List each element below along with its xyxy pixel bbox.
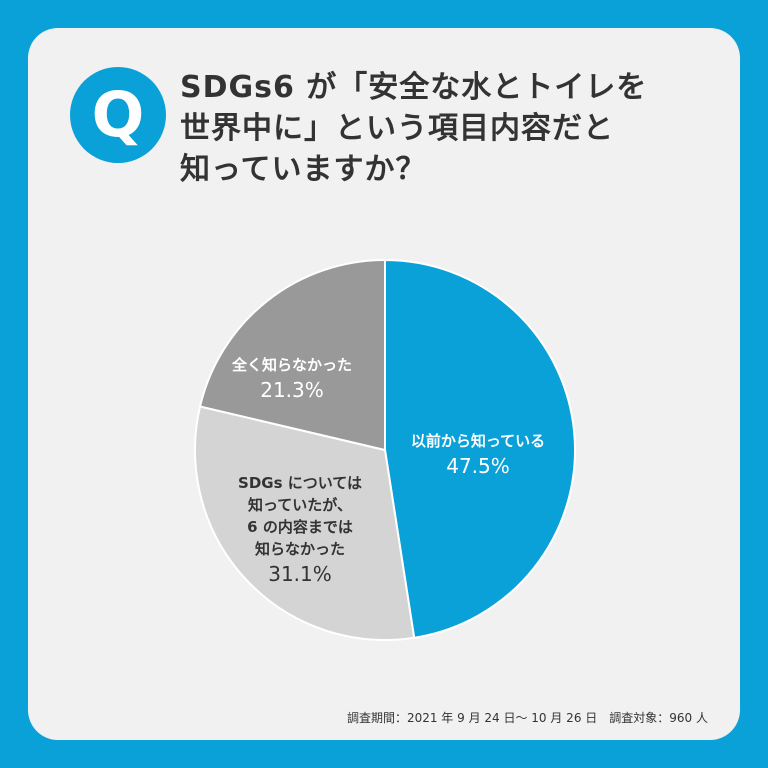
q-badge: Q: [70, 67, 166, 163]
title-line: 世界中に」という項目内容だと: [180, 111, 614, 146]
title-line: 知っていますか？: [180, 152, 427, 187]
value-label: 21.3%: [260, 378, 324, 402]
slice-label: SDGs については 知っていたが、 6 の内容までは 知らなかった: [238, 474, 362, 558]
pie-slice: [194, 405, 416, 641]
value-label: 47.5%: [446, 454, 510, 478]
value-label: 31.1%: [268, 562, 332, 586]
title-line: SDGs6 が「安全な水とトイレを: [180, 70, 648, 105]
pie-slice: [384, 258, 576, 639]
slice-label: 全く知らなかった: [231, 356, 353, 374]
slice-label: 以前から知っている: [410, 432, 546, 450]
pie-slice: [198, 258, 386, 452]
note: 調査期間：2021 年 9 月 24 日〜 10 月 26 日 調査対象：960…: [346, 711, 708, 725]
